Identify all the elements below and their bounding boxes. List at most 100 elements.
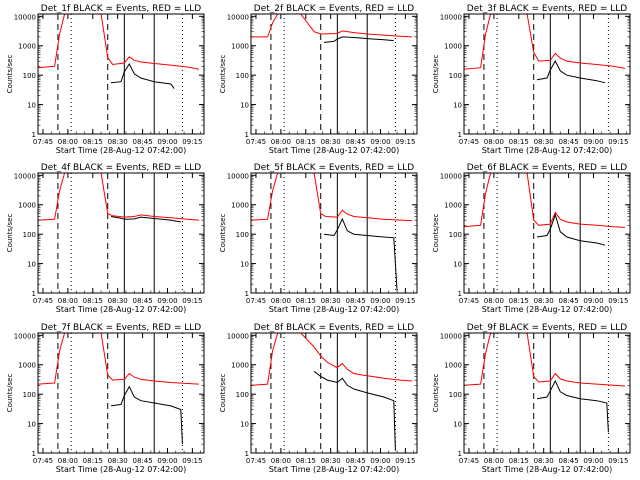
lld-series-line	[464, 333, 626, 387]
events-series-line	[536, 60, 606, 84]
x-tick-label: 08:15	[296, 297, 316, 305]
y-axis-label: Counts/sec	[6, 214, 14, 253]
plot-frame	[463, 332, 631, 454]
panel-det_2f: Det_2f BLACK = Events, RED = LLD 1 10 100 10…	[219, 4, 418, 155]
y-axis-label: Counts/sec	[432, 374, 440, 413]
lld-series-line	[38, 173, 200, 221]
y-tick-label: 100	[23, 391, 36, 399]
plot-frame	[37, 332, 205, 454]
x-tick-label: 08:30	[534, 457, 554, 465]
lld-series-line	[251, 173, 413, 222]
x-tick-label: 08:15	[83, 297, 103, 305]
y-tick-label: 10	[453, 261, 462, 269]
x-tick-label: 08:00	[484, 297, 504, 305]
x-tick-label: 08:15	[83, 138, 103, 146]
y-tick-label: 100	[236, 391, 249, 399]
x-tick-label: 08:30	[108, 297, 128, 305]
panel-title: Det_4f BLACK = Events, RED = LLD	[41, 163, 201, 173]
x-tick-label: 08:00	[58, 297, 78, 305]
x-tick-label: 07:45	[246, 297, 266, 305]
y-tick-label: 1	[458, 450, 462, 458]
y-tick-label: 100	[449, 231, 462, 239]
panel-det_4f: Det_4f BLACK = Events, RED = LLD 1 10 100 10…	[6, 163, 205, 314]
events-series-line	[110, 385, 183, 445]
x-axis-label: Start Time (28-Aug-12 07:42:00)	[269, 305, 400, 314]
x-tick-label: 07:45	[33, 457, 53, 465]
panel-title: Det_8f BLACK = Events, RED = LLD	[254, 323, 414, 333]
x-tick-label: 07:45	[459, 138, 479, 146]
events-series-line	[536, 379, 609, 433]
x-tick-label: 08:30	[321, 457, 341, 465]
plot-frame	[463, 172, 631, 294]
y-tick-label: 100	[236, 231, 249, 239]
y-tick-label: 10000	[440, 172, 462, 180]
x-tick-label: 08:45	[558, 297, 578, 305]
y-tick-label: 1	[458, 290, 462, 298]
lld-series-line	[251, 333, 413, 386]
x-tick-label: 08:00	[58, 457, 78, 465]
lld-series-line	[38, 14, 200, 70]
x-tick-label: 09:15	[608, 457, 628, 465]
y-tick-label: 1000	[444, 362, 462, 370]
y-tick-label: 1000	[231, 43, 249, 51]
y-tick-label: 10000	[227, 172, 249, 180]
panel-det_8f: Det_8f BLACK = Events, RED = LLD 1 10 100 10…	[219, 323, 418, 474]
x-tick-label: 09:00	[583, 297, 603, 305]
x-axis-label: Start Time (28-Aug-12 07:42:00)	[269, 465, 400, 474]
y-tick-label: 1	[245, 131, 249, 139]
x-tick-label: 08:00	[271, 138, 291, 146]
x-tick-label: 08:45	[558, 138, 578, 146]
plot-frame	[37, 172, 205, 294]
x-tick-label: 09:00	[157, 297, 177, 305]
y-tick-label: 10000	[14, 332, 36, 340]
y-tick-label: 100	[236, 72, 249, 80]
x-tick-label: 08:30	[321, 138, 341, 146]
x-tick-label: 08:00	[271, 297, 291, 305]
x-axis-label: Start Time (28-Aug-12 07:42:00)	[482, 465, 613, 474]
x-axis-label: Start Time (28-Aug-12 07:42:00)	[482, 146, 613, 155]
x-tick-label: 08:45	[345, 138, 365, 146]
y-tick-label: 10	[27, 102, 36, 110]
panel-det_3f: Det_3f BLACK = Events, RED = LLD 1 10 100 10…	[432, 4, 631, 155]
events-series-line	[313, 370, 396, 451]
y-axis-label: Counts/sec	[432, 214, 440, 253]
panel-title: Det_6f BLACK = Events, RED = LLD	[467, 163, 627, 173]
events-series-line	[323, 36, 394, 43]
x-axis-label: Start Time (28-Aug-12 07:42:00)	[56, 305, 187, 314]
x-tick-label: 08:30	[108, 138, 128, 146]
x-tick-label: 08:00	[58, 138, 78, 146]
x-tick-label: 09:00	[157, 457, 177, 465]
y-tick-label: 1	[32, 450, 36, 458]
plot-frame	[37, 13, 205, 135]
plot-frame	[250, 13, 418, 135]
y-tick-label: 10	[240, 261, 249, 269]
y-tick-label: 100	[449, 391, 462, 399]
x-tick-label: 07:45	[33, 138, 53, 146]
y-tick-label: 10000	[227, 13, 249, 21]
panel-title: Det_5f BLACK = Events, RED = LLD	[254, 163, 414, 173]
x-tick-label: 08:30	[108, 457, 128, 465]
y-tick-label: 100	[23, 72, 36, 80]
plot-frame	[463, 13, 631, 135]
x-tick-label: 09:15	[395, 297, 415, 305]
x-tick-label: 09:15	[608, 138, 628, 146]
lld-series-line	[251, 14, 413, 38]
panel-title: Det_1f BLACK = Events, RED = LLD	[41, 4, 201, 14]
panel-title: Det_2f BLACK = Events, RED = LLD	[254, 4, 414, 14]
x-tick-label: 09:15	[608, 297, 628, 305]
events-series-line	[323, 217, 398, 291]
y-tick-label: 1	[245, 450, 249, 458]
x-tick-label: 07:45	[246, 138, 266, 146]
events-series-line	[536, 213, 606, 246]
x-axis-label: Start Time (28-Aug-12 07:42:00)	[56, 465, 187, 474]
y-tick-label: 100	[23, 231, 36, 239]
y-tick-label: 10000	[14, 13, 36, 21]
panel-title: Det_7f BLACK = Events, RED = LLD	[41, 323, 201, 333]
panel-det_5f: Det_5f BLACK = Events, RED = LLD 1 10 100 10…	[219, 163, 418, 314]
y-tick-label: 10000	[440, 332, 462, 340]
x-tick-label: 08:30	[534, 297, 554, 305]
y-tick-label: 1000	[18, 362, 36, 370]
panel-title: Det_9f BLACK = Events, RED = LLD	[467, 323, 627, 333]
y-tick-label: 1	[245, 290, 249, 298]
y-tick-label: 1000	[231, 362, 249, 370]
